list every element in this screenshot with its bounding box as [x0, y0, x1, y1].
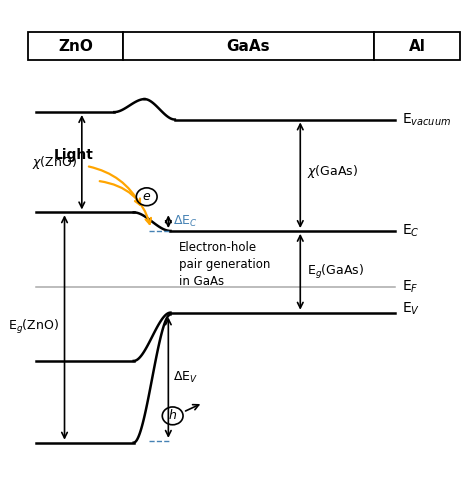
Text: $\Delta$E$_C$: $\Delta$E$_C$	[173, 214, 197, 229]
Bar	[28, 32, 123, 60]
Text: h: h	[169, 409, 177, 422]
Text: E$_F$: E$_F$	[402, 278, 419, 295]
Text: E$_V$: E$_V$	[402, 301, 420, 317]
Text: E$_C$: E$_C$	[402, 223, 419, 239]
Text: ZnO: ZnO	[58, 39, 93, 54]
Text: $\chi$(ZnO): $\chi$(ZnO)	[32, 154, 77, 171]
Text: e: e	[143, 190, 151, 203]
Bar	[374, 32, 460, 60]
Bar	[123, 32, 374, 60]
Text: Al: Al	[409, 39, 426, 54]
Text: GaAs: GaAs	[227, 39, 270, 54]
Text: $\Delta$E$_V$: $\Delta$E$_V$	[173, 370, 198, 385]
Text: E$_g$(ZnO): E$_g$(ZnO)	[9, 318, 59, 336]
Text: E$_g$(GaAs): E$_g$(GaAs)	[307, 263, 364, 281]
Text: Electron-hole
pair generation
in GaAs: Electron-hole pair generation in GaAs	[179, 241, 271, 288]
Text: Light: Light	[54, 148, 93, 162]
Text: E$_{vacuum}$: E$_{vacuum}$	[402, 111, 451, 128]
Text: $\chi$(GaAs): $\chi$(GaAs)	[307, 163, 358, 180]
